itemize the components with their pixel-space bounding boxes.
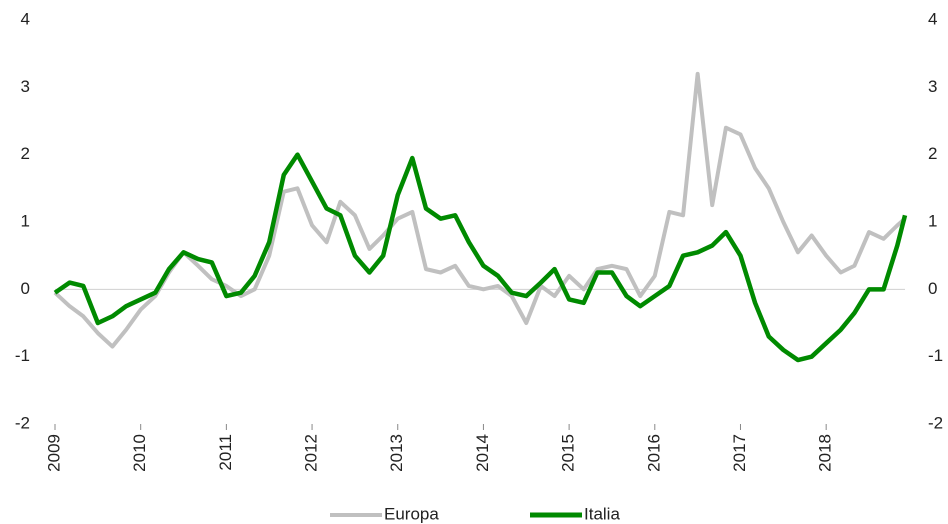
y2-tick-label: 3: [928, 77, 937, 96]
x-tick-label: 2011: [216, 434, 235, 471]
y2-tick-label: -2: [928, 413, 943, 432]
y-tick-label: 1: [21, 211, 30, 230]
legend-label: Europa: [384, 504, 439, 523]
x-tick-label: 2018: [816, 434, 835, 472]
y-tick-label: 0: [21, 279, 30, 298]
x-tick-label: 2010: [130, 434, 149, 472]
series-line: [53, 71, 907, 349]
x-tick-label: 2016: [644, 434, 663, 472]
y2-tick-label: -1: [928, 346, 943, 365]
x-tick-label: 2012: [302, 434, 321, 472]
y2-tick-label: 0: [928, 279, 937, 298]
x-tick-label: 2013: [387, 434, 406, 472]
y-tick-label: 4: [21, 9, 30, 28]
series-line: [53, 152, 908, 363]
y-tick-label: 3: [21, 77, 30, 96]
legend-label: Italia: [584, 504, 620, 523]
y2-tick-label: 4: [928, 9, 937, 28]
x-tick-label: 2015: [559, 434, 578, 472]
x-tick-label: 2014: [473, 434, 492, 472]
y-tick-label: -2: [15, 413, 30, 432]
y-tick-label: -1: [15, 346, 30, 365]
y-tick-label: 2: [21, 144, 30, 163]
y2-tick-label: 1: [928, 211, 937, 230]
x-tick-label: 2009: [44, 434, 63, 472]
y2-tick-label: 2: [928, 144, 937, 163]
x-tick-label: 2017: [730, 434, 749, 472]
